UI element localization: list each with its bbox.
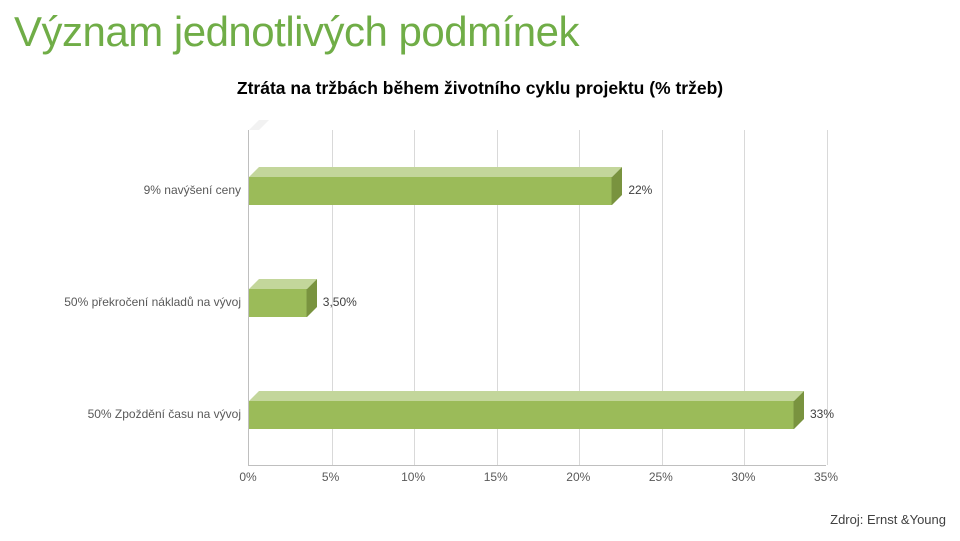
chart-x-tick-label: 10% xyxy=(393,470,433,484)
chart-bar-front xyxy=(249,177,612,205)
chart-category-label: 50% překročení nákladů na vývoj xyxy=(11,295,241,309)
chart-value-label: 22% xyxy=(628,183,652,197)
chart-x-tick-label: 0% xyxy=(228,470,268,484)
chart-bar-top xyxy=(249,167,622,177)
chart: 9% navýšení ceny22%50% překročení náklad… xyxy=(248,130,826,490)
chart-x-tick-label: 35% xyxy=(806,470,846,484)
chart-category-label: 50% Zpoždění času na vývoj xyxy=(11,407,241,421)
source-caption: Zdroj: Ernst &Young xyxy=(830,512,946,527)
chart-x-tick-label: 25% xyxy=(641,470,681,484)
slide: Význam jednotlivých podmínek Ztráta na t… xyxy=(0,0,960,541)
chart-subtitle: Ztráta na tržbách během životního cyklu … xyxy=(0,78,960,99)
chart-category-label: 9% navýšení ceny xyxy=(11,183,241,197)
chart-bar-front xyxy=(249,401,794,429)
chart-3d-floor xyxy=(249,120,269,130)
chart-x-tick-label: 5% xyxy=(311,470,351,484)
chart-bar-top xyxy=(249,391,804,401)
chart-x-tick-label: 30% xyxy=(723,470,763,484)
chart-value-label: 3,50% xyxy=(323,295,357,309)
chart-x-tick-label: 15% xyxy=(476,470,516,484)
chart-plot: 9% navýšení ceny22%50% překročení náklad… xyxy=(248,130,826,466)
chart-bar-front xyxy=(249,289,307,317)
chart-value-label: 33% xyxy=(810,407,834,421)
chart-x-tick-label: 20% xyxy=(558,470,598,484)
chart-x-axis-labels: 0%5%10%15%20%25%30%35% xyxy=(248,470,826,490)
page-title: Význam jednotlivých podmínek xyxy=(14,8,579,56)
